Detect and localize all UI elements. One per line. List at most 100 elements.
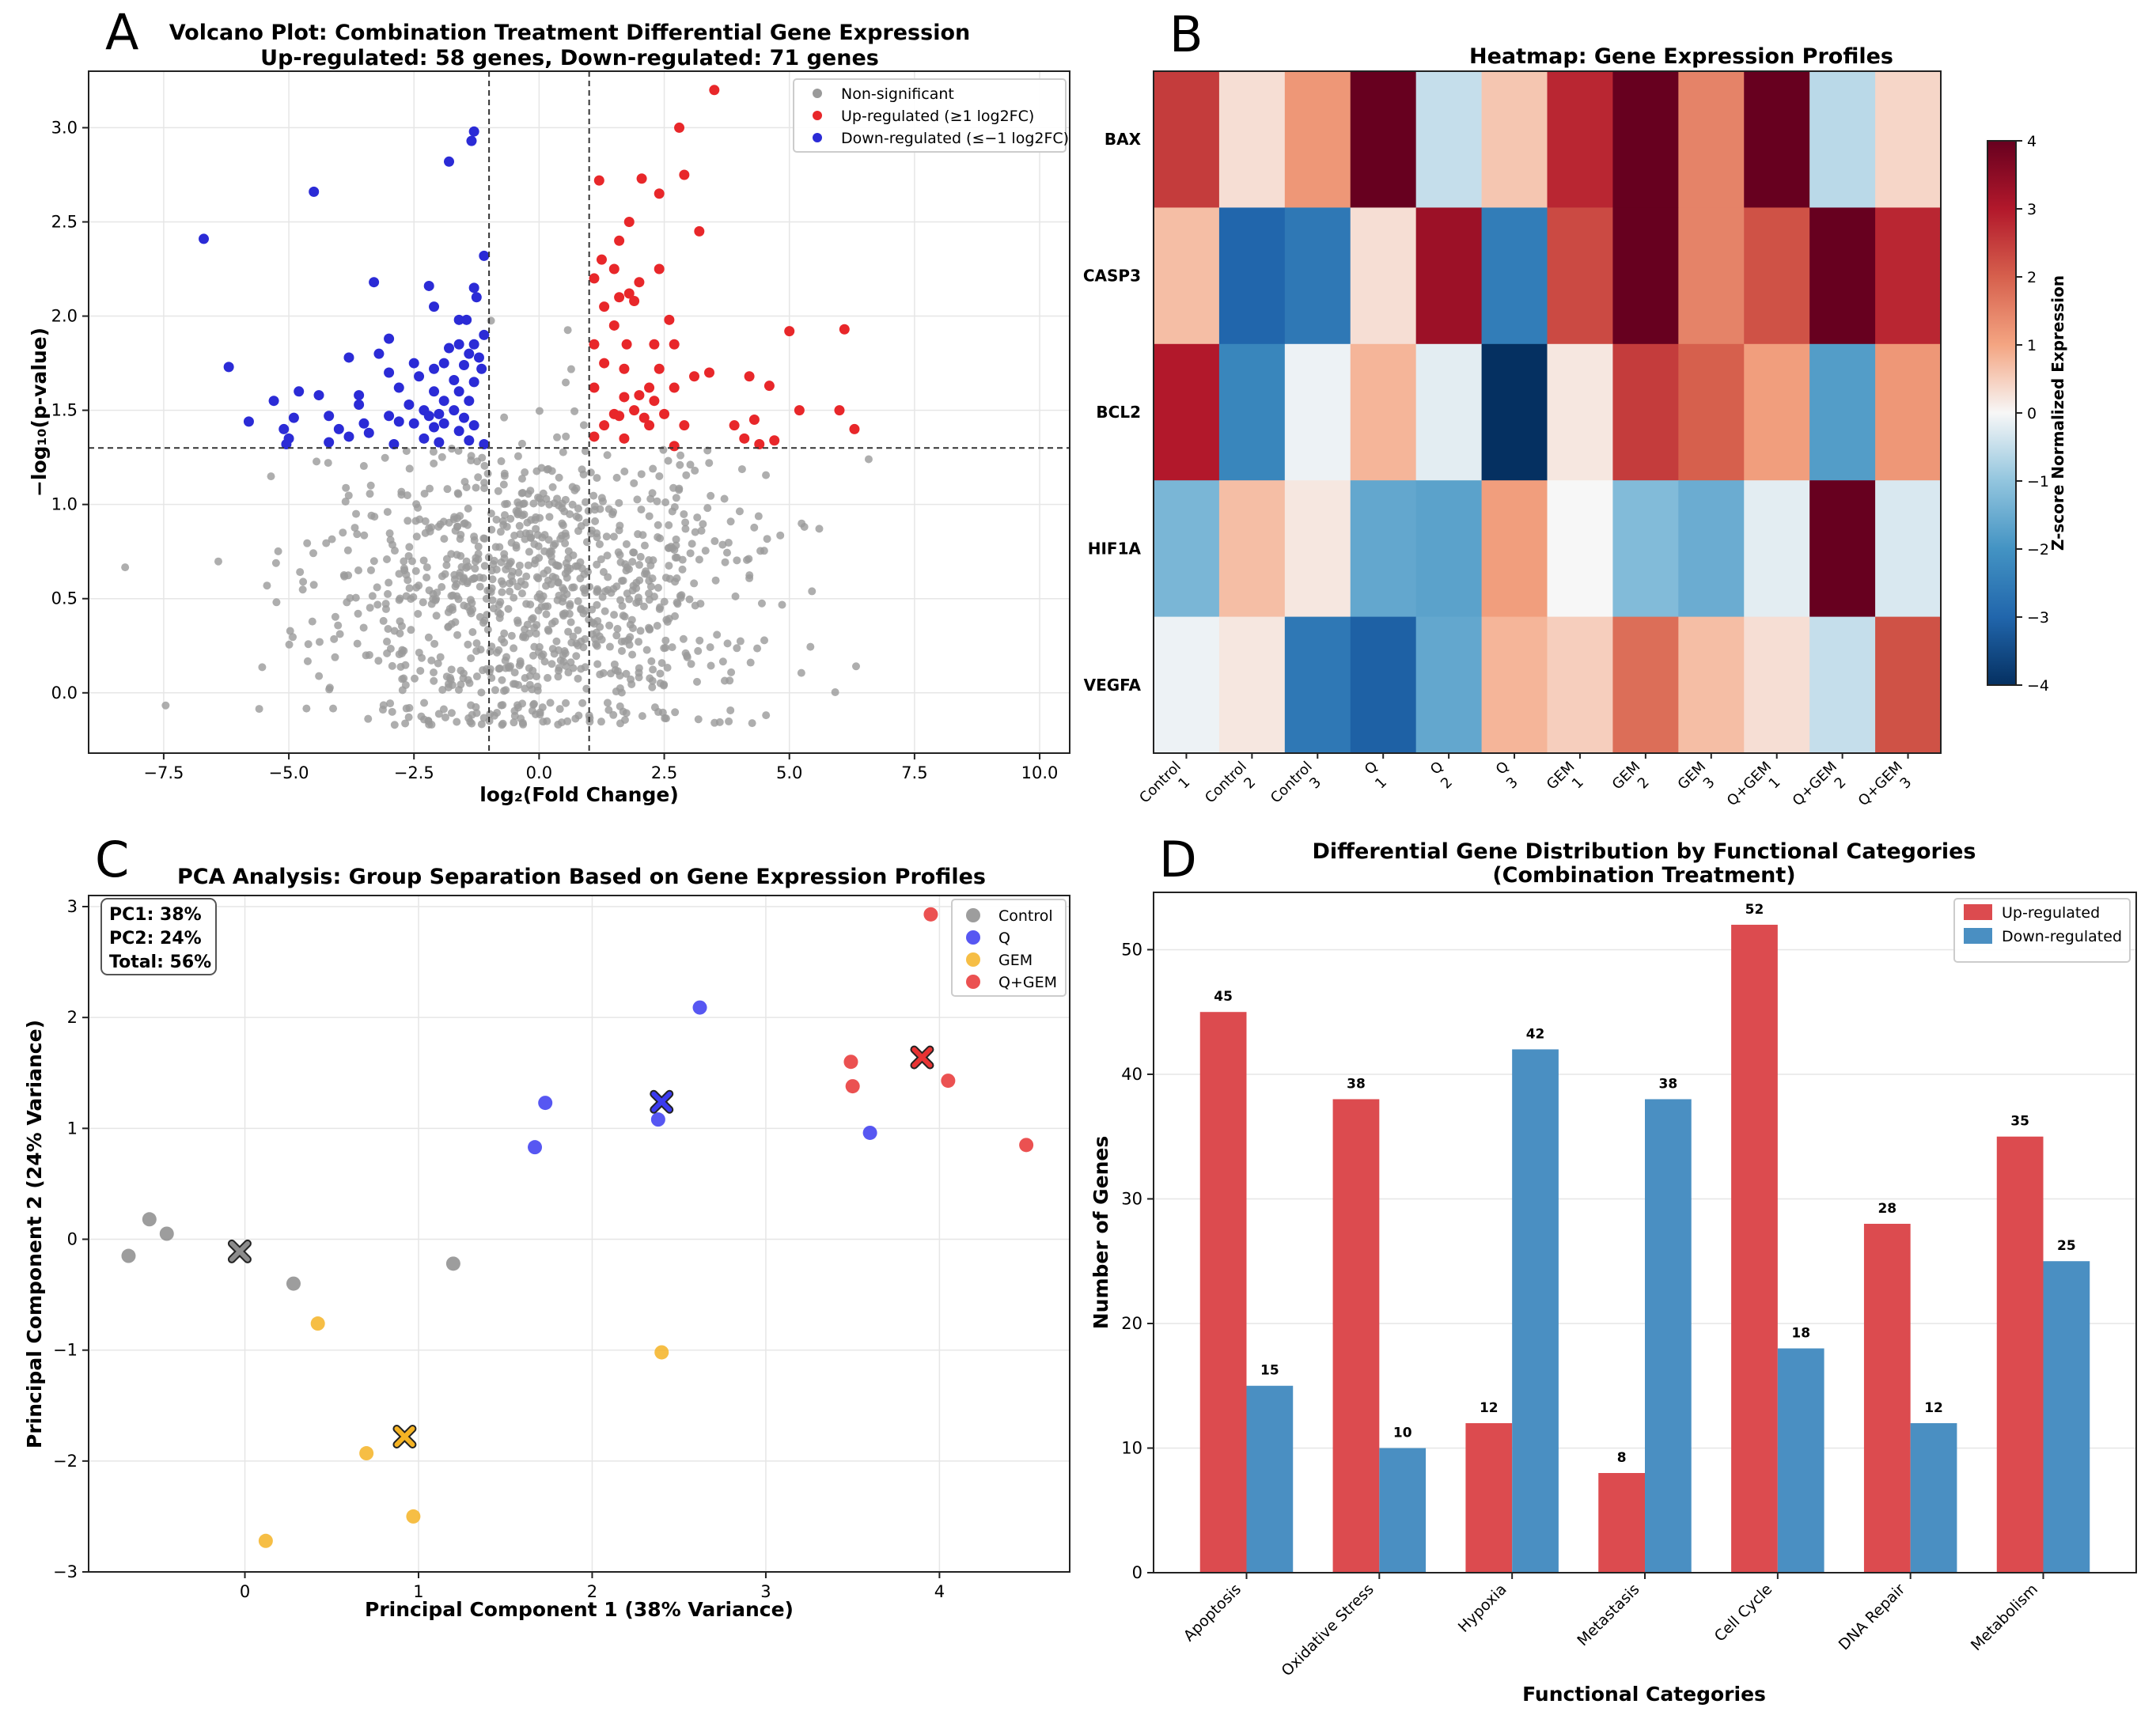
nonsig-gene-point <box>632 599 641 608</box>
nonsig-gene-point <box>522 600 531 608</box>
down-regulated-gene-point <box>414 371 425 382</box>
nonsig-gene-point <box>404 517 412 525</box>
heatmap-frame <box>1153 70 1942 754</box>
nonsig-gene-point <box>609 710 618 719</box>
nonsig-gene-point <box>649 665 657 674</box>
nonsig-gene-point <box>552 637 561 646</box>
category-label: Metabolism <box>1968 1581 2041 1654</box>
down-regulated-gene-point <box>458 359 469 370</box>
nonsig-gene-point <box>636 627 645 635</box>
nonsig-gene-point <box>574 641 582 649</box>
nonsig-gene-point <box>453 514 462 523</box>
nonsig-gene-point <box>553 433 562 441</box>
panel-d-letter: D <box>1159 831 1197 888</box>
down-regulated-gene-point <box>444 156 455 167</box>
down-regulated-gene-point <box>464 348 475 359</box>
nonsig-gene-point <box>616 702 624 710</box>
nonsig-gene-point <box>686 460 695 469</box>
nonsig-gene-point <box>653 621 661 630</box>
nonsig-gene-point <box>395 650 404 659</box>
nonsig-gene-point <box>419 556 428 565</box>
up-regulated-gene-point <box>659 408 670 419</box>
heatmap-cell-hif1a <box>1481 480 1548 618</box>
heatmap-col-label-replicate: 3 <box>1700 774 1718 792</box>
heatmap-cell-bcl2 <box>1744 343 1810 481</box>
heatmap-cell-bax <box>1612 71 1679 208</box>
up-regulated-gene-point <box>649 339 660 350</box>
nonsig-gene-point <box>654 708 663 717</box>
bar-up-metastasis <box>1598 1472 1645 1573</box>
nonsig-gene-point <box>381 453 389 462</box>
legend-label-q-gem: Q+GEM <box>998 974 1057 991</box>
nonsig-gene-point <box>497 577 506 585</box>
up-regulated-gene-point <box>739 433 750 444</box>
heatmap-cell-bcl2 <box>1875 343 1942 481</box>
nonsig-gene-point <box>628 650 637 659</box>
heatmap-cell-casp3 <box>1154 207 1220 345</box>
nonsig-gene-point <box>562 699 570 707</box>
nonsig-gene-point <box>676 460 684 469</box>
legend-marker-q <box>966 930 980 945</box>
nonsig-gene-point <box>642 567 650 576</box>
up-regulated-gene-point <box>593 175 604 186</box>
heatmap-cell-bax <box>1481 71 1548 208</box>
x-tick-label: 10.0 <box>1021 763 1059 782</box>
nonsig-gene-point <box>661 498 670 507</box>
nonsig-gene-point <box>676 451 685 460</box>
nonsig-gene-point <box>500 413 509 422</box>
nonsig-gene-point <box>693 677 702 686</box>
heatmap-col-label: Q+GEM2 <box>1790 759 1850 809</box>
down-regulated-gene-point <box>434 437 445 448</box>
nonsig-gene-point <box>420 715 429 724</box>
nonsig-gene-point <box>508 567 517 576</box>
bar-down-oxidative-stress <box>1379 1448 1427 1573</box>
heatmap-col-label: Q+GEM1 <box>1724 759 1784 809</box>
pca-info-box-frame <box>100 898 217 975</box>
nonsig-gene-point <box>303 539 312 547</box>
down-regulated-gene-point <box>313 390 324 401</box>
nonsig-gene-point <box>403 491 411 500</box>
nonsig-gene-point <box>596 505 604 513</box>
nonsig-gene-point <box>427 656 436 665</box>
nonsig-gene-point <box>507 631 516 640</box>
nonsig-gene-point <box>351 593 360 602</box>
nonsig-gene-point <box>703 504 712 513</box>
nonsig-gene-point <box>558 519 566 528</box>
nonsig-gene-point <box>562 378 570 387</box>
heatmap-cell-casp3 <box>1809 207 1876 345</box>
nonsig-gene-point <box>498 588 506 596</box>
heatmap-cell-hif1a <box>1612 480 1679 618</box>
nonsig-gene-point <box>597 635 606 644</box>
nonsig-gene-point <box>574 513 583 522</box>
nonsig-gene-point <box>750 523 759 532</box>
nonsig-gene-point <box>386 699 395 708</box>
nonsig-gene-point <box>566 365 575 373</box>
pca-point-control <box>121 1248 136 1263</box>
bar-value-label: 25 <box>2057 1238 2076 1254</box>
heatmap-cell-vegfa <box>1481 616 1548 754</box>
category-label: Hypoxia <box>1455 1581 1510 1636</box>
nonsig-gene-point <box>762 471 771 479</box>
nonsig-gene-point <box>450 570 459 579</box>
heatmap-cell-bax <box>1284 71 1351 208</box>
up-regulated-gene-point <box>638 412 650 423</box>
pca-point-q <box>862 1125 877 1140</box>
nonsig-gene-point <box>560 646 569 655</box>
up-regulated-gene-point <box>748 415 760 426</box>
nonsig-gene-point <box>554 672 563 681</box>
nonsig-gene-point <box>498 721 506 729</box>
pca-point-q <box>692 1000 707 1015</box>
heatmap-cell-bax <box>1218 71 1286 208</box>
x-tick-label: 4 <box>934 1582 945 1601</box>
nonsig-gene-point <box>492 515 501 524</box>
nonsig-gene-point <box>383 508 392 517</box>
heatmap-col-label: Control2 <box>1202 759 1259 807</box>
nonsig-gene-point <box>581 663 589 672</box>
nonsig-gene-point <box>344 491 353 500</box>
down-regulated-gene-point <box>458 412 469 423</box>
nonsig-gene-point <box>564 627 573 636</box>
nonsig-gene-point <box>405 543 414 551</box>
nonsig-gene-point <box>527 516 536 524</box>
down-regulated-gene-point <box>444 343 455 354</box>
legend-nonsig-label: Non-significant <box>841 85 954 103</box>
